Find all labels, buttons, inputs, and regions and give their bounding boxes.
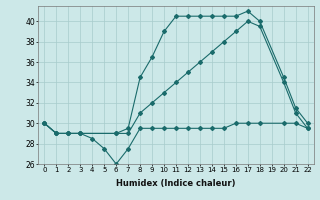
- X-axis label: Humidex (Indice chaleur): Humidex (Indice chaleur): [116, 179, 236, 188]
